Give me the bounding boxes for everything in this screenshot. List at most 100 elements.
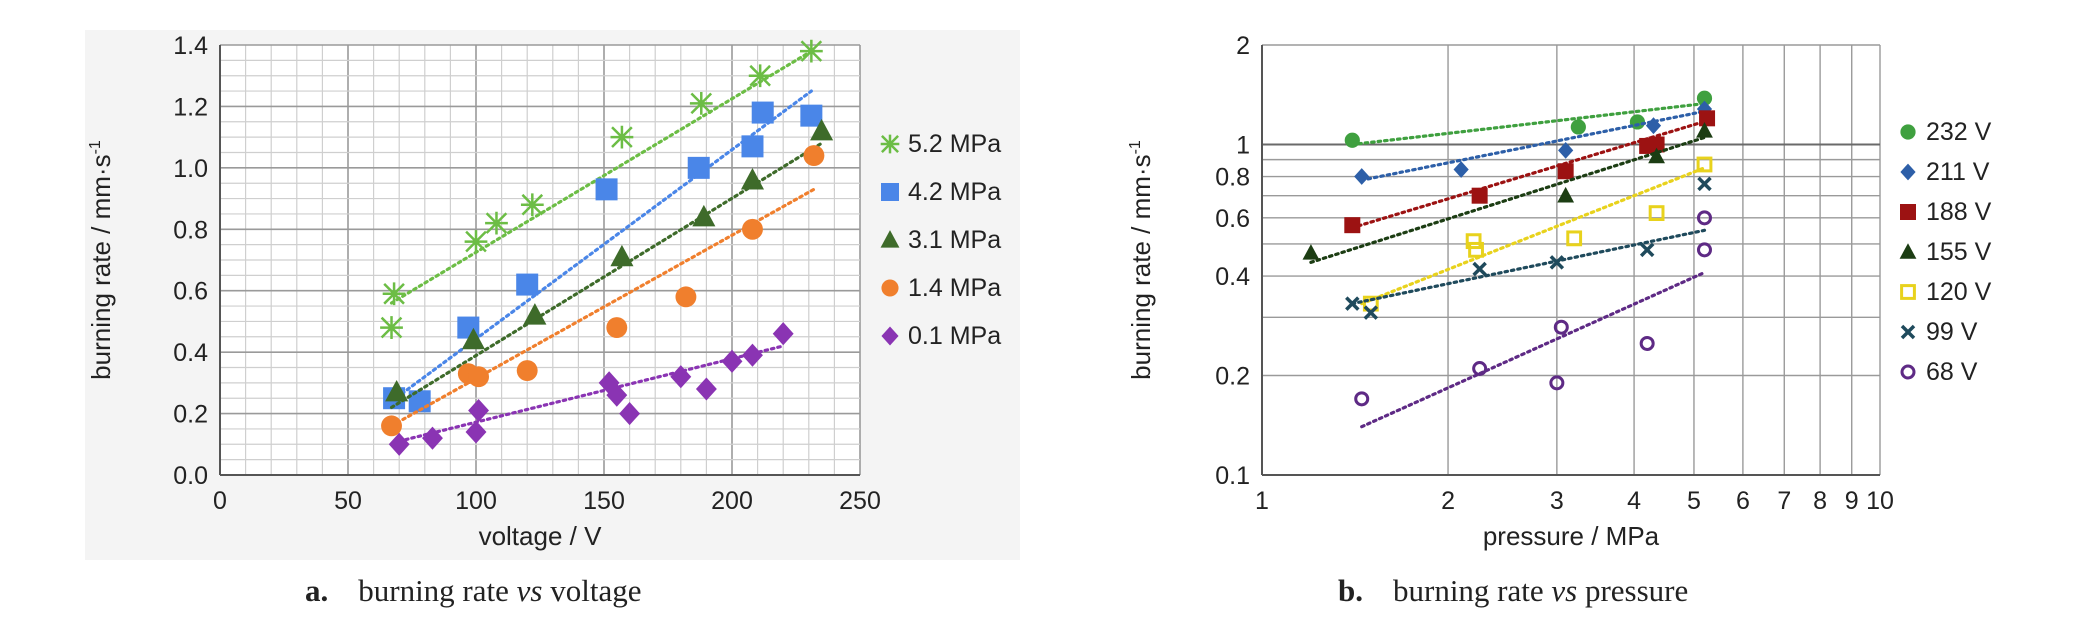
plot-area: [1262, 45, 1880, 475]
y-tick-label: 0.2: [173, 401, 208, 429]
data-point: [520, 193, 544, 217]
trend-line: [1350, 101, 1707, 147]
trend-line: [1360, 109, 1707, 182]
y-axis-title-text: burning rate / mm·s: [86, 154, 116, 379]
data-point: [1639, 242, 1655, 258]
legend-marker: [880, 134, 900, 154]
legend-label: 155 V: [1926, 238, 1992, 266]
y-tick-label: 1.4: [173, 32, 208, 60]
y-axis-title: burning rate / mm·s-1: [86, 140, 116, 380]
legend-marker: [881, 183, 899, 201]
data-point: [610, 125, 634, 149]
legend: 5.2 MPa 4.2 MPa 3.1 MPa 1.4 MPa 0.1 MPa: [880, 130, 1001, 350]
data-point: [799, 39, 823, 63]
caption: b. burning rate vs pressure: [1338, 573, 1688, 608]
data-point: [465, 420, 487, 444]
y-tick-label: 1: [1236, 131, 1250, 159]
legend-label: 120 V: [1926, 278, 1992, 306]
data-point: [721, 349, 743, 373]
y-axis-title-text: burning rate / mm·s: [1126, 154, 1156, 379]
legend: 232 V 211 V 188 V 155 V 120 V 99 V 68 V: [1899, 118, 1992, 386]
data-point: [1344, 132, 1360, 148]
data-point: [1363, 305, 1379, 320]
data-point: [800, 104, 823, 127]
data-point: [675, 286, 697, 308]
data-point: [670, 365, 692, 389]
data-point: [606, 383, 628, 407]
caption-text-end: voltage: [542, 573, 641, 608]
data-point: [1639, 335, 1655, 351]
data-point: [1558, 141, 1574, 159]
y-axis-title: burning rate / mm·s-1: [1126, 140, 1156, 380]
y-tick-label: 0.6: [1215, 205, 1250, 233]
series-3-1-mpa: [385, 118, 834, 410]
trend-line: [389, 141, 824, 410]
data-point: [381, 415, 402, 437]
legend-label: 232 V: [1926, 118, 1992, 146]
data-point: [687, 156, 710, 179]
data-point: [810, 118, 834, 141]
series-155-v: [1302, 122, 1713, 264]
series-0-1-mpa: [388, 322, 794, 456]
data-point: [610, 244, 634, 267]
caption-text-end: pressure: [1577, 573, 1688, 608]
data-point: [689, 91, 713, 115]
legend-marker: [1899, 243, 1917, 259]
data-point: [1629, 114, 1646, 130]
caption-text: burning rate: [1393, 573, 1551, 608]
data-point: [1472, 361, 1488, 377]
chart-a: 0 50 100 150 200 250 0.0 0.2 0.4 0.6 0.8 1.0 1.2 1.4 v…: [85, 30, 1020, 608]
legend-marker: [880, 230, 900, 248]
y-tick-label: 0.0: [173, 462, 208, 490]
x-axis-title: voltage / V: [479, 521, 603, 551]
y-tick-label: 0.8: [173, 216, 208, 244]
data-point: [385, 379, 409, 402]
data-point: [1302, 244, 1320, 260]
y-tick-label: 0.8: [1215, 164, 1250, 192]
x-tick-label: 10: [1866, 487, 1894, 515]
caption-text: burning rate: [358, 573, 516, 608]
y-tick-label: 2: [1236, 32, 1250, 60]
y-tick-label: 0.4: [173, 339, 208, 367]
y-axis-title-superscript: -1: [87, 140, 104, 154]
trend-line: [1350, 228, 1707, 306]
x-tick-label: 3: [1550, 487, 1564, 515]
legend-marker: [1900, 284, 1916, 300]
caption-italic: vs: [517, 573, 543, 608]
legend-label: 1.4 MPa: [908, 274, 1001, 302]
caption-italic: vs: [1551, 573, 1577, 608]
data-point: [1468, 241, 1484, 258]
series-188-v: [1344, 110, 1716, 234]
data-point: [1696, 90, 1713, 106]
trend-line: [397, 344, 785, 443]
data-point: [523, 303, 547, 325]
x-axis-title: pressure / MPa: [1483, 521, 1660, 551]
legend-label: 0.1 MPa: [908, 322, 1001, 350]
data-point: [595, 178, 618, 201]
caption: a. burning rate vs voltage: [305, 573, 641, 608]
data-point: [1566, 230, 1583, 247]
data-point: [1570, 119, 1586, 135]
chart-b: 1 2 3 4 5 6 7 8 9 10 0.1 0.2 0.4 0.6 0.8 1 2 pressure / M…: [1126, 32, 1992, 608]
legend-marker: [1900, 364, 1916, 380]
data-point: [1362, 295, 1379, 312]
data-point: [803, 145, 825, 167]
x-tick-label: 5: [1687, 487, 1701, 515]
trend-line: [389, 49, 813, 305]
data-point: [1553, 319, 1569, 335]
data-point: [382, 282, 406, 306]
trend-line: [1309, 135, 1707, 264]
data-point: [1696, 210, 1712, 226]
data-point: [692, 204, 716, 227]
data-point: [1344, 217, 1361, 234]
y-tick-label: 0.1: [1215, 462, 1250, 490]
caption-label: a.: [305, 573, 328, 608]
series-1-4-mpa: [381, 145, 825, 437]
data-point: [1549, 375, 1565, 391]
data-point: [741, 135, 764, 158]
legend-marker: [1900, 124, 1916, 140]
data-point: [1345, 296, 1360, 311]
data-point: [1648, 147, 1665, 164]
data-point: [1696, 156, 1713, 173]
